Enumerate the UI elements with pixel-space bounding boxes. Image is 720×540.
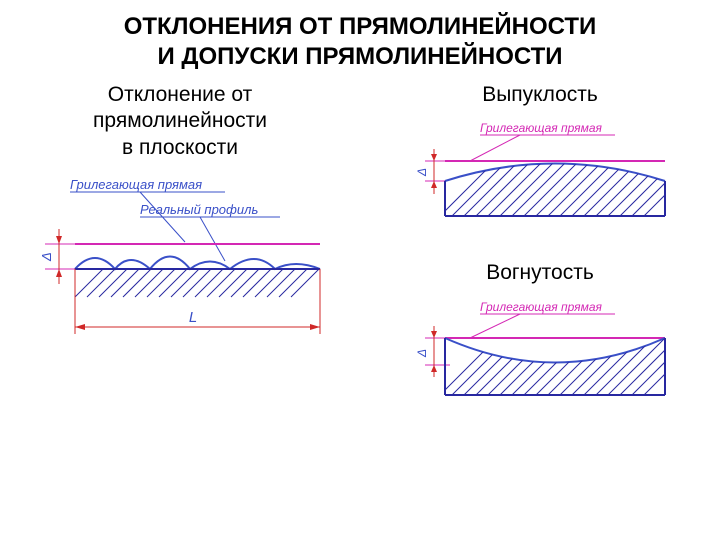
convex-heading: Выпуклость <box>482 82 598 108</box>
dim-delta-arrow-bot <box>56 269 62 277</box>
left-column: Отклонение от прямолинейности в плоскост… <box>0 82 360 415</box>
figure-concave: Грилегающая прямая Δ <box>390 295 690 415</box>
convex-delta-at <box>431 154 437 161</box>
figure-convex: Грилегающая прямая Δ <box>390 116 690 236</box>
concave-label-adjacent: Грилегающая прямая <box>480 300 602 314</box>
left-heading-l3: в плоскости <box>122 136 238 159</box>
convex-delta-label: Δ <box>415 168 429 177</box>
concave-leader <box>470 314 520 338</box>
title-line2: И ДОПУСКИ ПРЯМОЛИНЕЙНОСТИ <box>157 43 562 70</box>
concave-delta-at <box>431 331 437 338</box>
convex-label-adjacent: Грилегающая прямая <box>480 121 602 135</box>
label-adjacent-line: Грилегающая прямая <box>70 177 202 192</box>
dim-delta-label: Δ <box>39 252 54 262</box>
left-heading: Отклонение от прямолинейности в плоскост… <box>93 82 267 161</box>
page-title: ОТКЛОНЕНИЯ ОТ ПРЯМОЛИНЕЙНОСТИ И ДОПУСКИ … <box>0 0 720 72</box>
leader-real <box>200 217 225 261</box>
real-profile-curve <box>75 256 320 269</box>
concave-delta-ab <box>431 365 437 372</box>
hatching-left <box>75 269 319 297</box>
concave-delta-label: Δ <box>415 348 429 357</box>
left-heading-l2: прямолинейности <box>93 109 267 132</box>
content-columns: Отклонение от прямолинейности в плоскост… <box>0 82 720 415</box>
dim-L-arrow-l <box>75 324 85 330</box>
concave-heading: Вогнутость <box>486 260 594 286</box>
left-heading-l1: Отклонение от <box>108 83 253 106</box>
dim-L-label: L <box>189 309 197 326</box>
dim-L-arrow-r <box>310 324 320 330</box>
convex-delta-ab <box>431 181 437 188</box>
label-real-profile: Реальный профиль <box>140 202 258 217</box>
right-column: Выпуклость Грилегающая прямая Δ <box>360 82 720 415</box>
dim-delta-arrow-top <box>56 236 62 244</box>
figure-straightness: Грилегающая прямая Реальный профиль Δ <box>15 169 345 369</box>
concave-heading-text: Вогнутость <box>486 261 594 284</box>
convex-heading-text: Выпуклость <box>482 83 598 106</box>
title-line1: ОТКЛОНЕНИЯ ОТ ПРЯМОЛИНЕЙНОСТИ <box>124 13 597 40</box>
convex-leader <box>470 135 520 161</box>
